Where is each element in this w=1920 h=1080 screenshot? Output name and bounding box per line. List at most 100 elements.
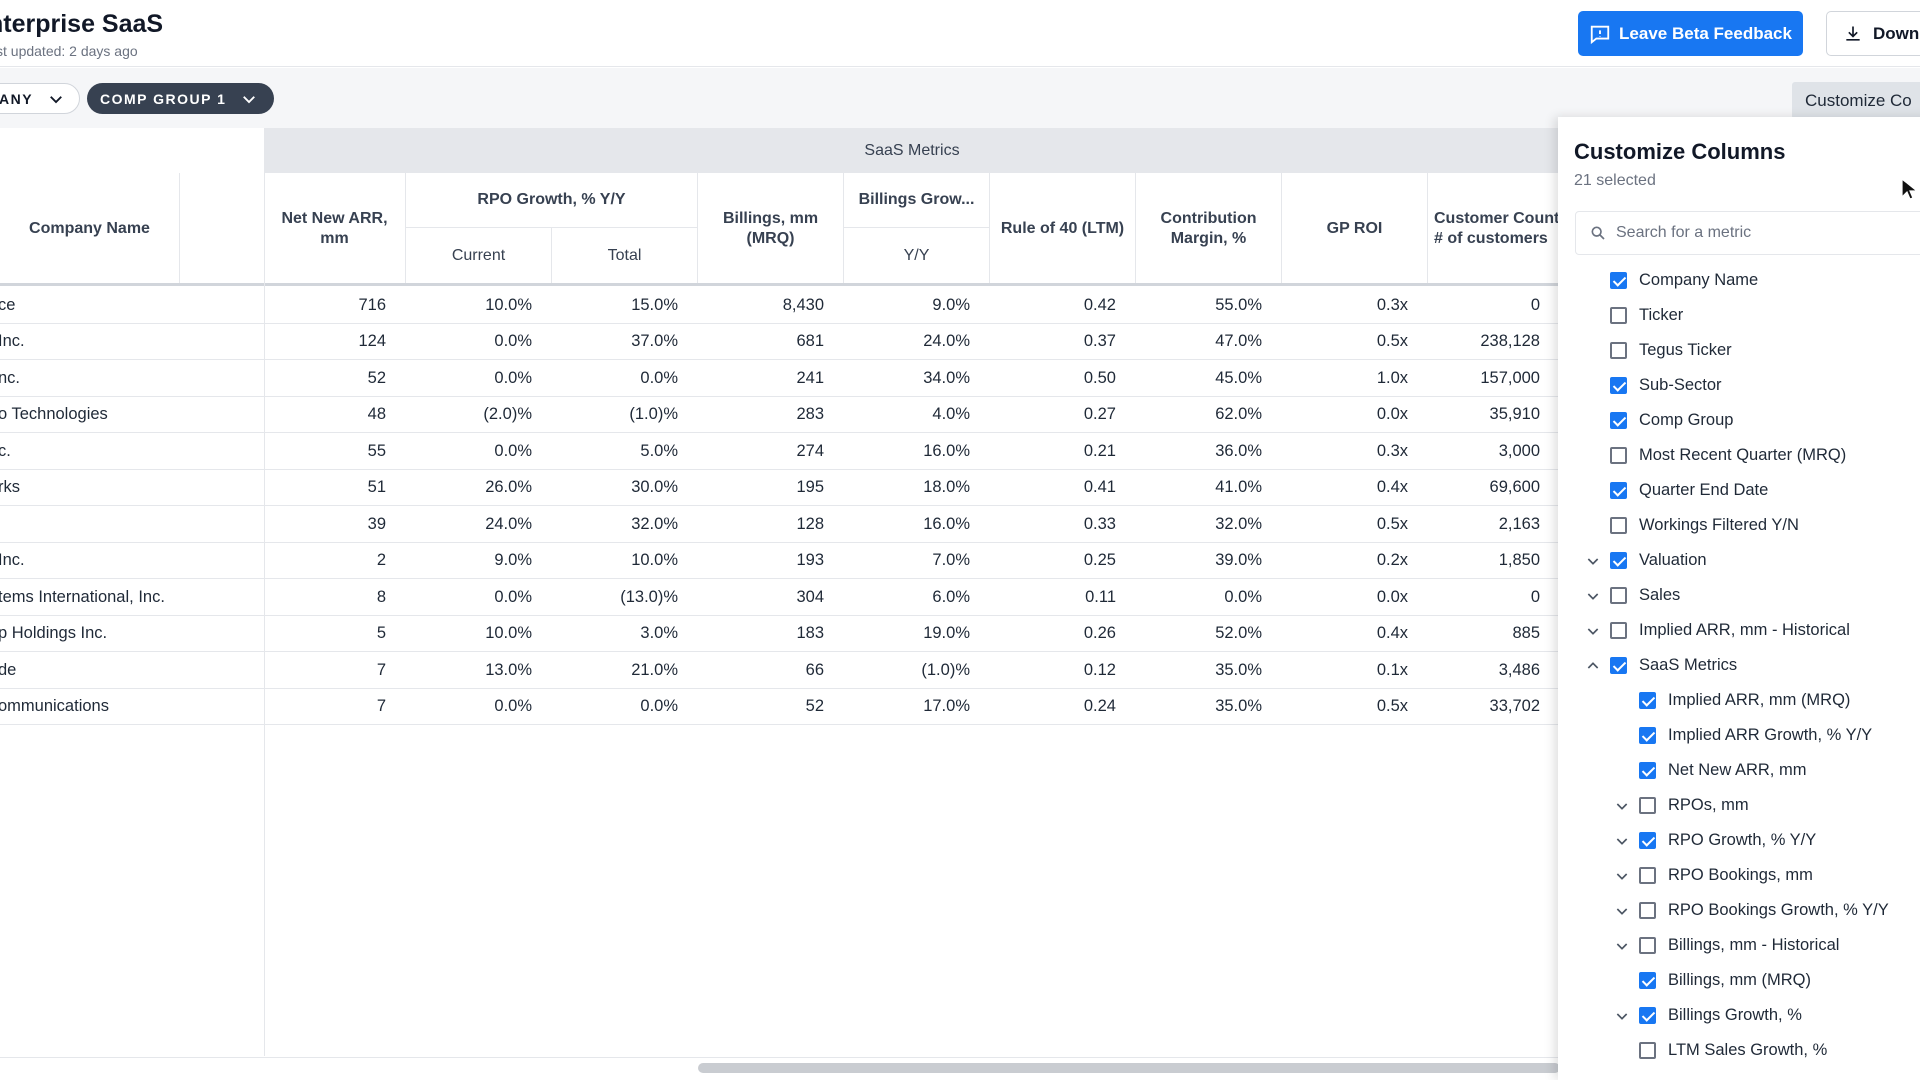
column-header-rule-of-40[interactable]: Rule of 40 (LTM) [990,173,1136,284]
checkbox-unchecked[interactable] [1610,342,1627,359]
metric-item[interactable]: Valuation [1558,543,1920,578]
metric-item[interactable]: Comp Group [1558,403,1920,438]
checkbox-checked[interactable] [1610,482,1627,499]
checkbox-unchecked[interactable] [1610,517,1627,534]
metric-item[interactable]: Billings, mm - Historical [1558,928,1920,963]
table-row[interactable]: p Holdings Inc. 5 10.0% 3.0% 183 19.0% 0.26 52.… [0,616,1560,652]
checkbox-checked[interactable] [1610,552,1627,569]
column-header-billings[interactable]: Billings, mm (MRQ) [698,173,844,284]
table-row[interactable]: Inc. 124 0.0% 37.0% 681 24.0% 0.37 47.0% 0.5x 238… [0,324,1560,360]
table-row[interactable]: ce 716 10.0% 15.0% 8,430 9.0% 0.42 55.0% 0.3x 0 [0,287,1560,324]
metric-item[interactable]: RPOs, mm [1558,788,1920,823]
net-new-arr-cell: 52 [367,368,386,387]
table-row[interactable]: c. 55 0.0% 5.0% 274 16.0% 0.21 36.0% 0.3x 3,000 [0,433,1560,470]
chevron-down-icon[interactable] [1612,901,1632,921]
table-row[interactable]: nc. 52 0.0% 0.0% 241 34.0% 0.50 45.0% 1.0x 157,00… [0,360,1560,397]
metric-item[interactable]: Implied ARR, mm (MRQ) [1558,683,1920,718]
column-header-billings-growth[interactable]: Billings Grow... [844,173,990,227]
chevron-down-icon[interactable] [1612,1006,1632,1026]
metric-item[interactable]: Tegus Ticker [1558,333,1920,368]
horizontal-scrollbar-thumb[interactable] [698,1063,1560,1073]
table-row[interactable]: rks 51 26.0% 30.0% 195 18.0% 0.41 41.0% 0.4x 69,6… [0,470,1560,506]
metric-item[interactable]: RPO Bookings, mm [1558,858,1920,893]
gp-roi-cell: 0.2x [1376,551,1408,570]
net-new-arr-cell: 39 [367,514,386,533]
table-row[interactable]: o Technologies 48 (2.0)% (1.0)% 283 4.0% 0.27 6… [0,397,1560,433]
checkbox-checked[interactable] [1610,272,1627,289]
metric-search-box[interactable] [1575,211,1920,255]
billings-yy-cell: 17.0% [923,697,970,716]
checkbox-checked[interactable] [1639,762,1656,779]
table-row[interactable]: tems International, Inc. 8 0.0% (13.0)% 304 6… [0,579,1560,616]
column-header-rpo-total[interactable]: Total [552,227,698,284]
customer-count-cell: 157,000 [1480,368,1540,387]
checkbox-unchecked[interactable] [1610,447,1627,464]
metric-item[interactable]: Company Name [1558,263,1920,298]
metric-item[interactable]: Billings Growth, % [1558,998,1920,1033]
metric-item-label: Ticker [1639,306,1684,324]
metric-item[interactable]: SaaS Metrics [1558,648,1920,683]
checkbox-checked[interactable] [1610,657,1627,674]
table-row[interactable]: Inc. 2 9.0% 10.0% 193 7.0% 0.25 39.0% 0.2x 1,850 [0,543,1560,579]
metric-search-input[interactable] [1616,224,1906,242]
metric-item[interactable]: Most Recent Quarter (MRQ) [1558,438,1920,473]
checkbox-checked[interactable] [1610,412,1627,429]
column-header-net-new-arr[interactable]: Net New ARR, mm [264,173,406,284]
leave-beta-feedback-button[interactable]: Leave Beta Feedback [1578,11,1803,56]
comp-group-chip[interactable]: COMP GROUP 1 [87,83,274,114]
table-row[interactable]: de 7 13.0% 21.0% 66 (1.0)% 0.12 35.0% 0.1x 3,486 [0,652,1560,689]
table-row[interactable]: ommunications 7 0.0% 0.0% 52 17.0% 0.24 35.0% 0.… [0,689,1560,725]
chevron-down-icon[interactable] [1612,831,1632,851]
chevron-down-icon [50,95,62,103]
checkbox-unchecked[interactable] [1639,937,1656,954]
metric-item[interactable]: Implied ARR Growth, % Y/Y [1558,718,1920,753]
metric-item[interactable]: Implied ARR, mm - Historical [1558,613,1920,648]
customize-columns-button[interactable]: Customize Co [1792,82,1920,119]
checkbox-checked[interactable] [1639,1007,1656,1024]
table-row[interactable]: 39 24.0% 32.0% 128 16.0% 0.33 32.0% 0.5x 2,163 [0,506,1560,543]
column-header-gp-roi[interactable]: GP ROI [1282,173,1428,284]
checkbox-checked[interactable] [1639,832,1656,849]
metric-item[interactable]: Sub-Sector [1558,368,1920,403]
column-header-billings-yy[interactable]: Y/Y [844,227,990,284]
checkbox-checked[interactable] [1639,692,1656,709]
checkbox-unchecked[interactable] [1610,622,1627,639]
metric-item[interactable]: LTM Sales Growth, % [1558,1033,1920,1068]
chevron-down-icon[interactable] [1583,621,1603,641]
column-header-company-name[interactable]: Company Name [0,173,180,284]
metric-item[interactable]: Workings Filtered Y/N [1558,508,1920,543]
metric-item[interactable]: Sales [1558,578,1920,613]
metric-item[interactable]: Ticker [1558,298,1920,333]
column-header-customer-count[interactable]: Customer Count, # of customers [1428,173,1574,284]
metric-item[interactable]: Billings, mm (MRQ) [1558,963,1920,998]
chevron-up-icon[interactable] [1583,656,1603,676]
metric-item[interactable]: RPO Bookings Growth, % Y/Y [1558,893,1920,928]
company-filter-label: ANY [0,90,34,107]
metric-item[interactable]: RPO Growth, % Y/Y [1558,823,1920,858]
checkbox-unchecked[interactable] [1639,1042,1656,1059]
contribution-margin-cell: 41.0% [1215,478,1262,497]
checkbox-unchecked[interactable] [1639,797,1656,814]
metric-item-label: Most Recent Quarter (MRQ) [1639,446,1847,464]
chevron-down-icon[interactable] [1612,796,1632,816]
download-button[interactable]: Downl [1826,11,1920,56]
contribution-margin-cell: 62.0% [1215,405,1262,424]
checkbox-checked[interactable] [1639,727,1656,744]
column-header-contribution-margin[interactable]: Contribution Margin, % [1136,173,1282,284]
checkbox-unchecked[interactable] [1610,587,1627,604]
checkbox-checked[interactable] [1610,377,1627,394]
column-header-rpo-growth[interactable]: RPO Growth, % Y/Y [406,173,698,227]
company-filter-chip[interactable]: ANY [0,83,80,114]
chevron-down-icon[interactable] [1583,551,1603,571]
checkbox-unchecked[interactable] [1639,867,1656,884]
checkbox-unchecked[interactable] [1639,902,1656,919]
chevron-down-icon[interactable] [1583,586,1603,606]
column-header-rpo-current[interactable]: Current [406,227,552,284]
checkbox-unchecked[interactable] [1610,307,1627,324]
checkbox-checked[interactable] [1639,972,1656,989]
chevron-down-icon[interactable] [1612,936,1632,956]
chevron-down-icon[interactable] [1612,866,1632,886]
metric-item[interactable]: Quarter End Date [1558,473,1920,508]
metric-item[interactable]: Net New ARR, mm [1558,753,1920,788]
billings-yy-cell: 4.0% [932,405,970,424]
